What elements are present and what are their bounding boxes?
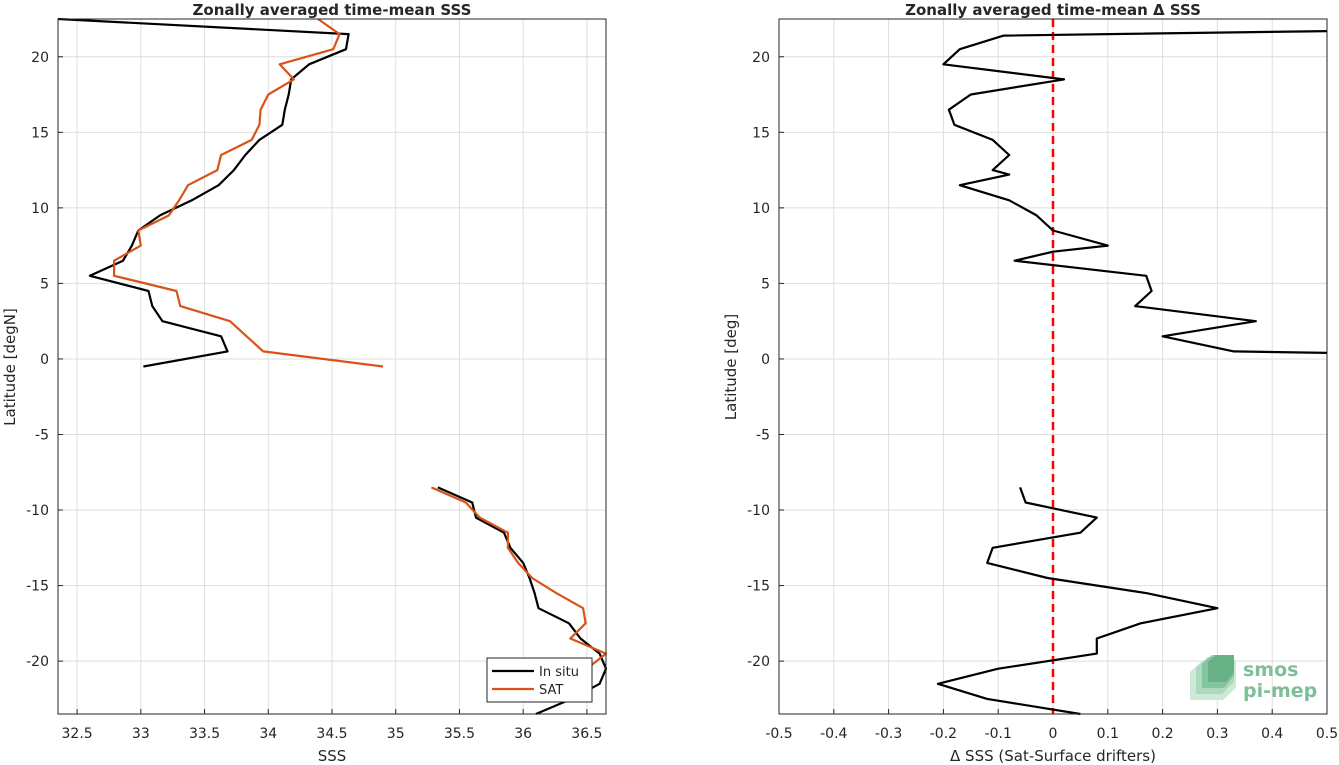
- right-series-delta-sss-segment-1: [942, 30, 1328, 354]
- right-xtick-label: 0.5: [1316, 726, 1338, 742]
- right-xtick-label: 0.3: [1206, 726, 1228, 742]
- left-axes-box: [57, 18, 607, 715]
- left-ytick-label: -10: [26, 503, 49, 519]
- right-series-delta-sss-segment-2: [936, 487, 1219, 716]
- right-y-axis-label: Latitude [deg]: [722, 314, 740, 420]
- right-lines: [936, 19, 1328, 716]
- right-ytick-labels: 20 15 10 5 0 -5 -10 -15 -20: [747, 50, 770, 670]
- left-ytick-label: -20: [26, 654, 49, 670]
- left-xtick-label: 36.5: [571, 726, 602, 742]
- left-series-sat-segment-1: [112, 18, 384, 368]
- logo-mark-icon: [1190, 655, 1236, 700]
- right-xtick-label: -0.4: [820, 726, 847, 742]
- left-y-axis-label: Latitude [degN]: [1, 308, 19, 426]
- right-ytick-label: -15: [747, 579, 770, 595]
- left-series-in-situ-segment-2: [437, 486, 608, 716]
- right-ytick-label: -20: [747, 654, 770, 670]
- left-lines: [57, 17, 608, 716]
- left-ytick-label: -5: [35, 427, 49, 443]
- right-ytick-label: 10: [752, 201, 770, 217]
- left-xtick-label: 34.5: [316, 726, 347, 742]
- smos-pi-mep-logo: smos pi-mep: [1190, 655, 1317, 702]
- left-ytick-label: 15: [31, 125, 49, 141]
- left-xtick-labels: 32.5 33 33.5 34 34.5 35 35.5 36 36.5: [62, 726, 603, 742]
- right-x-axis-label: Δ SSS (Sat-Surface drifters): [950, 747, 1156, 765]
- left-ytick-label: 5: [40, 276, 49, 292]
- right-xtick-label: -0.3: [875, 726, 902, 742]
- right-xtick-label: 0: [1049, 726, 1058, 742]
- logo-text-smos: smos: [1243, 659, 1298, 681]
- left-series-sat-segment-2: [430, 486, 608, 700]
- right-xtick-label: 0.4: [1261, 726, 1283, 742]
- logo-text-pi-mep: pi-mep: [1243, 680, 1317, 702]
- legend-label-in-situ: In situ: [539, 665, 579, 680]
- left-xtick-label: 35.5: [444, 726, 475, 742]
- right-xtick-label: 0.2: [1151, 726, 1173, 742]
- right-ytick-label: -10: [747, 503, 770, 519]
- left-panel: Zonally averaged time-mean SSS 32.5 33 33.…: [1, 1, 608, 765]
- left-x-axis-label: SSS: [318, 747, 347, 765]
- left-ytick-labels: 20 15 10 5 0 -5 -10 -15 -20: [26, 50, 49, 670]
- right-panel: Zonally averaged time-mean Δ SSS -0.5 -0.…: [722, 1, 1338, 765]
- left-series-in-situ-segment-1: [57, 17, 350, 368]
- right-xtick-labels: -0.5 -0.4 -0.3 -0.2 -0.1 0 0.1 0.2 0.3 0.4 0.5: [765, 726, 1338, 742]
- legend-label-sat: SAT: [539, 683, 563, 698]
- left-chart-title: Zonally averaged time-mean SSS: [193, 1, 472, 19]
- right-xtick-label: -0.5: [765, 726, 792, 742]
- right-ytick-label: -5: [756, 427, 770, 443]
- left-ytick-label: 0: [40, 352, 49, 368]
- left-xtick-label: 33: [132, 726, 150, 742]
- left-xtick-label: 36: [514, 726, 532, 742]
- left-ytick-label: 20: [31, 50, 49, 66]
- right-ytick-label: 20: [752, 50, 770, 66]
- right-xtick-label: 0.1: [1097, 726, 1119, 742]
- right-ytick-label: 15: [752, 125, 770, 141]
- left-ytick-label: 10: [31, 201, 49, 217]
- legend-box: [486, 657, 593, 703]
- left-xtick-label: 35: [387, 726, 405, 742]
- right-xtick-label: -0.1: [985, 726, 1012, 742]
- legend: In situ SAT: [486, 657, 593, 703]
- right-ytick-label: 5: [761, 276, 770, 292]
- right-ytick-label: 0: [761, 352, 770, 368]
- left-xtick-label: 33.5: [189, 726, 220, 742]
- left-ytick-label: -15: [26, 579, 49, 595]
- left-xtick-label: 32.5: [62, 726, 93, 742]
- right-chart-title: Zonally averaged time-mean Δ SSS: [905, 1, 1201, 19]
- right-axes-box: [778, 18, 1328, 715]
- left-xtick-label: 34: [259, 726, 277, 742]
- right-xtick-label: -0.2: [930, 726, 957, 742]
